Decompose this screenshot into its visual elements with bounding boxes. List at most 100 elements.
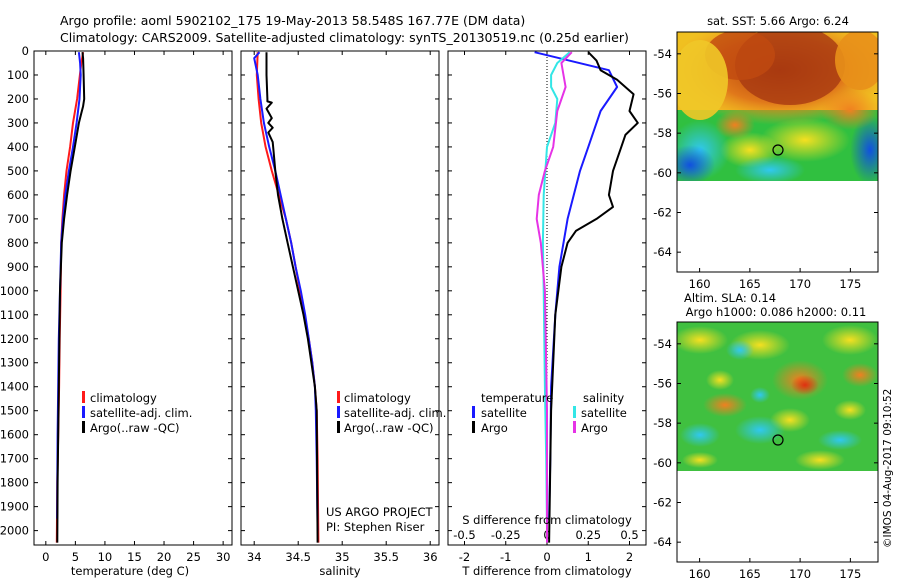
legend-swatch-argo (82, 421, 85, 433)
depth-tick-label: 200 (7, 92, 29, 106)
series-line (56, 52, 86, 543)
x-tick-label: 35.5 (373, 550, 399, 564)
temperature-legend: climatology satellite-adj. clim. Argo(..… (82, 391, 192, 435)
pi-credit: PI: Stephen Riser (326, 520, 425, 534)
sst-field (677, 32, 878, 181)
legend-head-temperature: temperature (481, 391, 553, 405)
depth-tick-label: 300 (7, 116, 29, 130)
float-location-marker (772, 434, 784, 446)
salinity-xlabel: salinity (319, 564, 360, 578)
x-tick-label: 2 (626, 550, 633, 564)
map-x-tick-label: 160 (689, 277, 711, 291)
float-location-marker (772, 144, 784, 156)
legend-swatch-s-satellite (573, 406, 576, 418)
temperature-x-axis: 0 5 10 15 20 25 30 (42, 51, 230, 564)
imos-timestamp: ©IMOS 04-Aug-2017 09:10:52 (882, 389, 894, 548)
s-difference-xlabel: S difference from climatology (462, 513, 632, 527)
map-y-tick-label: -64 (653, 245, 672, 259)
depth-tick-label: 1100 (0, 308, 29, 322)
x-tick-label: -1 (500, 550, 511, 564)
figure-title-line2: Climatology: CARS2009. Satellite-adjuste… (60, 30, 629, 45)
depth-tick-label: 700 (7, 212, 29, 226)
x-tick-label: 5 (72, 550, 79, 564)
legend-label-t-satellite: satellite (481, 406, 527, 420)
map-y-tick-label: -64 (653, 535, 672, 549)
map-x-tick-label: 170 (789, 567, 811, 580)
map-y-tick-label: -54 (653, 337, 672, 351)
x-tick-label: 20 (157, 550, 172, 564)
depth-tick-label: 500 (7, 164, 29, 178)
map-y-tick-label: -62 (653, 205, 672, 219)
temperature-panel-frame (33, 50, 233, 546)
map-x-tick-label: 170 (789, 277, 811, 291)
x-tick-label: 30 (216, 550, 231, 564)
depth-tick-label: 1400 (0, 380, 29, 394)
series-line (255, 52, 320, 543)
depth-tick-label: 1900 (0, 500, 29, 514)
map-y-tick-label: -56 (653, 376, 672, 390)
legend-swatch-t-argo (472, 421, 475, 433)
legend-head-salinity: salinity (583, 391, 624, 405)
legend-label-satellite: satellite-adj. clim. (90, 406, 192, 420)
sst-map-axes: 160 165 170 175 -54 -56 -58 -60 -62 -64 (653, 47, 878, 291)
difference-series (534, 51, 639, 543)
x-tick-label: 10 (98, 550, 113, 564)
series-line (541, 51, 571, 531)
depth-tick-label: 0 (22, 44, 29, 58)
depth-tick-label: 1800 (0, 476, 29, 490)
series-line (548, 51, 639, 543)
legend-label-satellite: satellite-adj. clim. (344, 406, 446, 420)
x-tick-label: -2 (459, 550, 470, 564)
depth-tick-label: 1200 (0, 332, 29, 346)
legend-label-s-argo: Argo (581, 421, 608, 435)
sst-map-frame (676, 31, 879, 273)
x-tick-label: 36 (423, 550, 438, 564)
salinity-legend: climatology satellite-adj. clim. Argo(..… (337, 391, 446, 435)
s-tick-label: -0.5 (453, 528, 475, 542)
map-y-tick-label: -60 (653, 166, 672, 180)
salinity-x-axis: 34 34.5 35 35.5 36 (247, 51, 438, 564)
map-x-tick-label: 160 (689, 567, 711, 580)
legend-swatch-t-satellite (472, 406, 475, 418)
sla-map-axes: 160 165 170 175 -54 -56 -58 -60 -62 -64 (653, 337, 878, 580)
series-line (265, 52, 319, 543)
depth-tick-label: 1700 (0, 452, 29, 466)
map-y-tick-label: -58 (653, 126, 672, 140)
legend-label-s-satellite: satellite (581, 406, 627, 420)
s-tick-label: -0.25 (491, 528, 521, 542)
map-x-tick-label: 165 (739, 277, 761, 291)
depth-tick-label: 900 (7, 260, 29, 274)
x-tick-label: 25 (186, 550, 201, 564)
depth-tick-label: 1500 (0, 404, 29, 418)
sla-field (677, 322, 878, 471)
map-y-tick-label: -58 (653, 416, 672, 430)
depth-axis: 0 100 200 300 400 500 600 700 800 900 1000 1100 1200… (0, 44, 646, 538)
x-tick-label: 0 (543, 550, 550, 564)
x-tick-label: 34.5 (285, 550, 311, 564)
legend-swatch-satellite (82, 406, 85, 418)
legend-label-climatology: climatology (90, 391, 157, 405)
map-y-tick-label: -56 (653, 86, 672, 100)
depth-tick-label: 2000 (0, 524, 29, 538)
map-y-tick-label: -54 (653, 47, 672, 61)
map-x-tick-label: 165 (739, 567, 761, 580)
t-difference-xlabel: T difference from climatology (461, 564, 632, 578)
depth-tick-label: 400 (7, 140, 29, 154)
legend-label-climatology: climatology (344, 391, 411, 405)
sla-map-title-line2: Argo h1000: 0.086 h2000: 0.11 (686, 305, 867, 319)
x-tick-label: 34 (247, 550, 262, 564)
series-line (253, 51, 319, 531)
s-tick-label: 0.5 (620, 528, 638, 542)
depth-tick-label: 1600 (0, 428, 29, 442)
series-line (534, 51, 619, 519)
legend-swatch-argo (337, 421, 340, 433)
map-y-tick-label: -62 (653, 495, 672, 509)
legend-swatch-climatology (82, 391, 85, 403)
legend-label-t-argo: Argo (481, 421, 508, 435)
legend-swatch-s-argo (573, 421, 576, 433)
legend-swatch-climatology (337, 391, 340, 403)
depth-tick-label: 1000 (0, 284, 29, 298)
legend-label-argo: Argo(..raw -QC) (90, 421, 180, 435)
sla-map-title-line1: Altim. SLA: 0.14 (684, 291, 776, 305)
